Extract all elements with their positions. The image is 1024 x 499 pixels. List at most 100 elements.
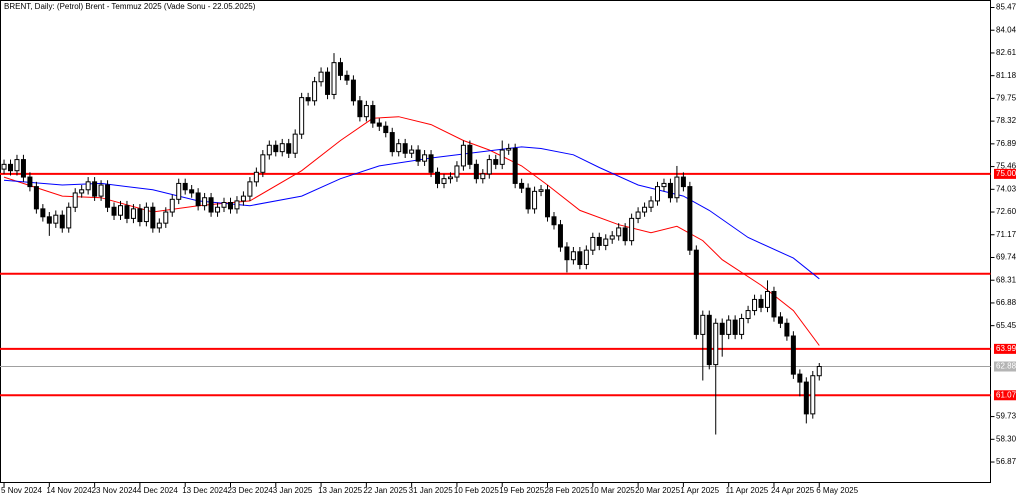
y-tick-label: 75.46 bbox=[996, 162, 1017, 171]
x-tick-label: 13 Jan 2025 bbox=[318, 486, 363, 495]
x-tick-label: 3 Jan 2025 bbox=[273, 486, 313, 495]
x-tick-label: 11 Apr 2025 bbox=[726, 486, 769, 495]
candle-body bbox=[790, 335, 796, 375]
candle-body bbox=[33, 186, 39, 210]
candle-body bbox=[79, 189, 85, 194]
horizontal-line-label: 61.07 bbox=[996, 390, 1017, 399]
candle-body bbox=[163, 211, 169, 224]
candle-body bbox=[635, 211, 641, 219]
candle-body bbox=[415, 149, 421, 162]
y-tick-label: 68.31 bbox=[996, 275, 1017, 284]
candle-body bbox=[305, 97, 311, 102]
candle-body bbox=[648, 200, 654, 208]
candle-body bbox=[700, 314, 706, 335]
horizontal-line-label-bg bbox=[994, 343, 1016, 354]
candle-body bbox=[208, 197, 214, 213]
candle-body bbox=[667, 182, 673, 199]
candle-body bbox=[506, 147, 512, 151]
moving-average-line bbox=[3, 146, 820, 280]
candle-body bbox=[273, 144, 279, 153]
candle-body bbox=[20, 159, 26, 178]
candle-body bbox=[512, 147, 518, 184]
candle-body bbox=[473, 163, 479, 180]
candle-body bbox=[622, 227, 628, 242]
candle-body bbox=[609, 235, 615, 240]
candle-body bbox=[318, 71, 324, 83]
candle-body bbox=[803, 381, 809, 415]
candle-body bbox=[564, 246, 570, 261]
candle-body bbox=[616, 227, 622, 237]
candle-body bbox=[732, 319, 738, 335]
last-price-label: 62.88 bbox=[996, 362, 1017, 371]
candle-body bbox=[570, 251, 576, 261]
x-tick-label: 10 Feb 2025 bbox=[454, 486, 499, 495]
candle-body bbox=[92, 181, 98, 197]
candle-body bbox=[344, 74, 350, 81]
candle-body bbox=[130, 208, 136, 219]
candle-body bbox=[758, 298, 764, 308]
horizontal-line-label: 75.00 bbox=[996, 169, 1017, 178]
candle-body bbox=[454, 165, 460, 178]
candle-body bbox=[137, 208, 143, 223]
candle-body bbox=[59, 214, 65, 229]
candle-body bbox=[195, 192, 201, 207]
y-tick-label: 74.03 bbox=[996, 184, 1017, 193]
candle-body bbox=[603, 238, 609, 246]
candle-body bbox=[111, 206, 117, 216]
candle-body bbox=[499, 149, 505, 165]
y-tick-label: 82.61 bbox=[996, 48, 1017, 57]
x-tick-label: 22 Jan 2025 bbox=[363, 486, 408, 495]
y-tick-label: 78.32 bbox=[996, 116, 1017, 125]
candle-body bbox=[519, 182, 525, 189]
candle-body bbox=[661, 182, 667, 188]
candle-body bbox=[422, 154, 428, 162]
candle-body bbox=[53, 214, 59, 224]
candle-body bbox=[680, 176, 686, 188]
candle-body bbox=[532, 190, 538, 210]
candle-body bbox=[182, 182, 188, 191]
candle-body bbox=[777, 316, 783, 324]
candle-body bbox=[726, 319, 732, 335]
candle-body bbox=[370, 105, 376, 124]
candle-body bbox=[428, 154, 434, 173]
candle-body bbox=[713, 322, 719, 366]
candle-body bbox=[460, 144, 466, 167]
candle-body bbox=[150, 206, 156, 229]
y-tick-label: 65.45 bbox=[996, 321, 1017, 330]
candle-body bbox=[325, 71, 331, 95]
candle-body bbox=[46, 216, 52, 224]
y-tick-label: 66.88 bbox=[996, 298, 1017, 307]
candle-body bbox=[752, 298, 758, 312]
x-tick-label: 19 Feb 2025 bbox=[499, 486, 544, 495]
horizontal-line-label-bg bbox=[994, 168, 1016, 179]
candle-body bbox=[719, 322, 725, 335]
candle-body bbox=[40, 208, 46, 218]
candle-body bbox=[221, 201, 227, 208]
candle-body bbox=[331, 62, 337, 95]
y-tick-label: 56.87 bbox=[996, 457, 1017, 466]
y-tick-label: 76.89 bbox=[996, 139, 1017, 148]
candle-body bbox=[350, 79, 356, 102]
y-tick-label: 84.04 bbox=[996, 25, 1017, 34]
candle-body bbox=[98, 184, 104, 197]
candle-body bbox=[402, 143, 408, 154]
x-tick-label: 4 Dec 2024 bbox=[137, 486, 178, 495]
candle-body bbox=[810, 375, 816, 415]
candle-body bbox=[551, 216, 557, 226]
x-tick-label: 20 Mar 2025 bbox=[635, 486, 680, 495]
y-tick-label: 79.75 bbox=[996, 94, 1017, 103]
candle-body bbox=[215, 206, 221, 213]
candle-body bbox=[156, 222, 162, 229]
candle-body bbox=[784, 322, 790, 337]
last-price-label-bg bbox=[994, 361, 1016, 372]
candle-body bbox=[525, 187, 531, 210]
x-tick-label: 31 Jan 2025 bbox=[409, 486, 454, 495]
moving-average-line bbox=[3, 116, 820, 346]
candle-body bbox=[687, 186, 693, 251]
chart-title: BRENT, Daily: (Petrol) Brent - Temmuz 20… bbox=[4, 2, 256, 11]
candle-body bbox=[693, 249, 699, 335]
candle-body bbox=[745, 310, 751, 320]
candle-body bbox=[486, 159, 492, 175]
candle-body bbox=[85, 181, 91, 191]
